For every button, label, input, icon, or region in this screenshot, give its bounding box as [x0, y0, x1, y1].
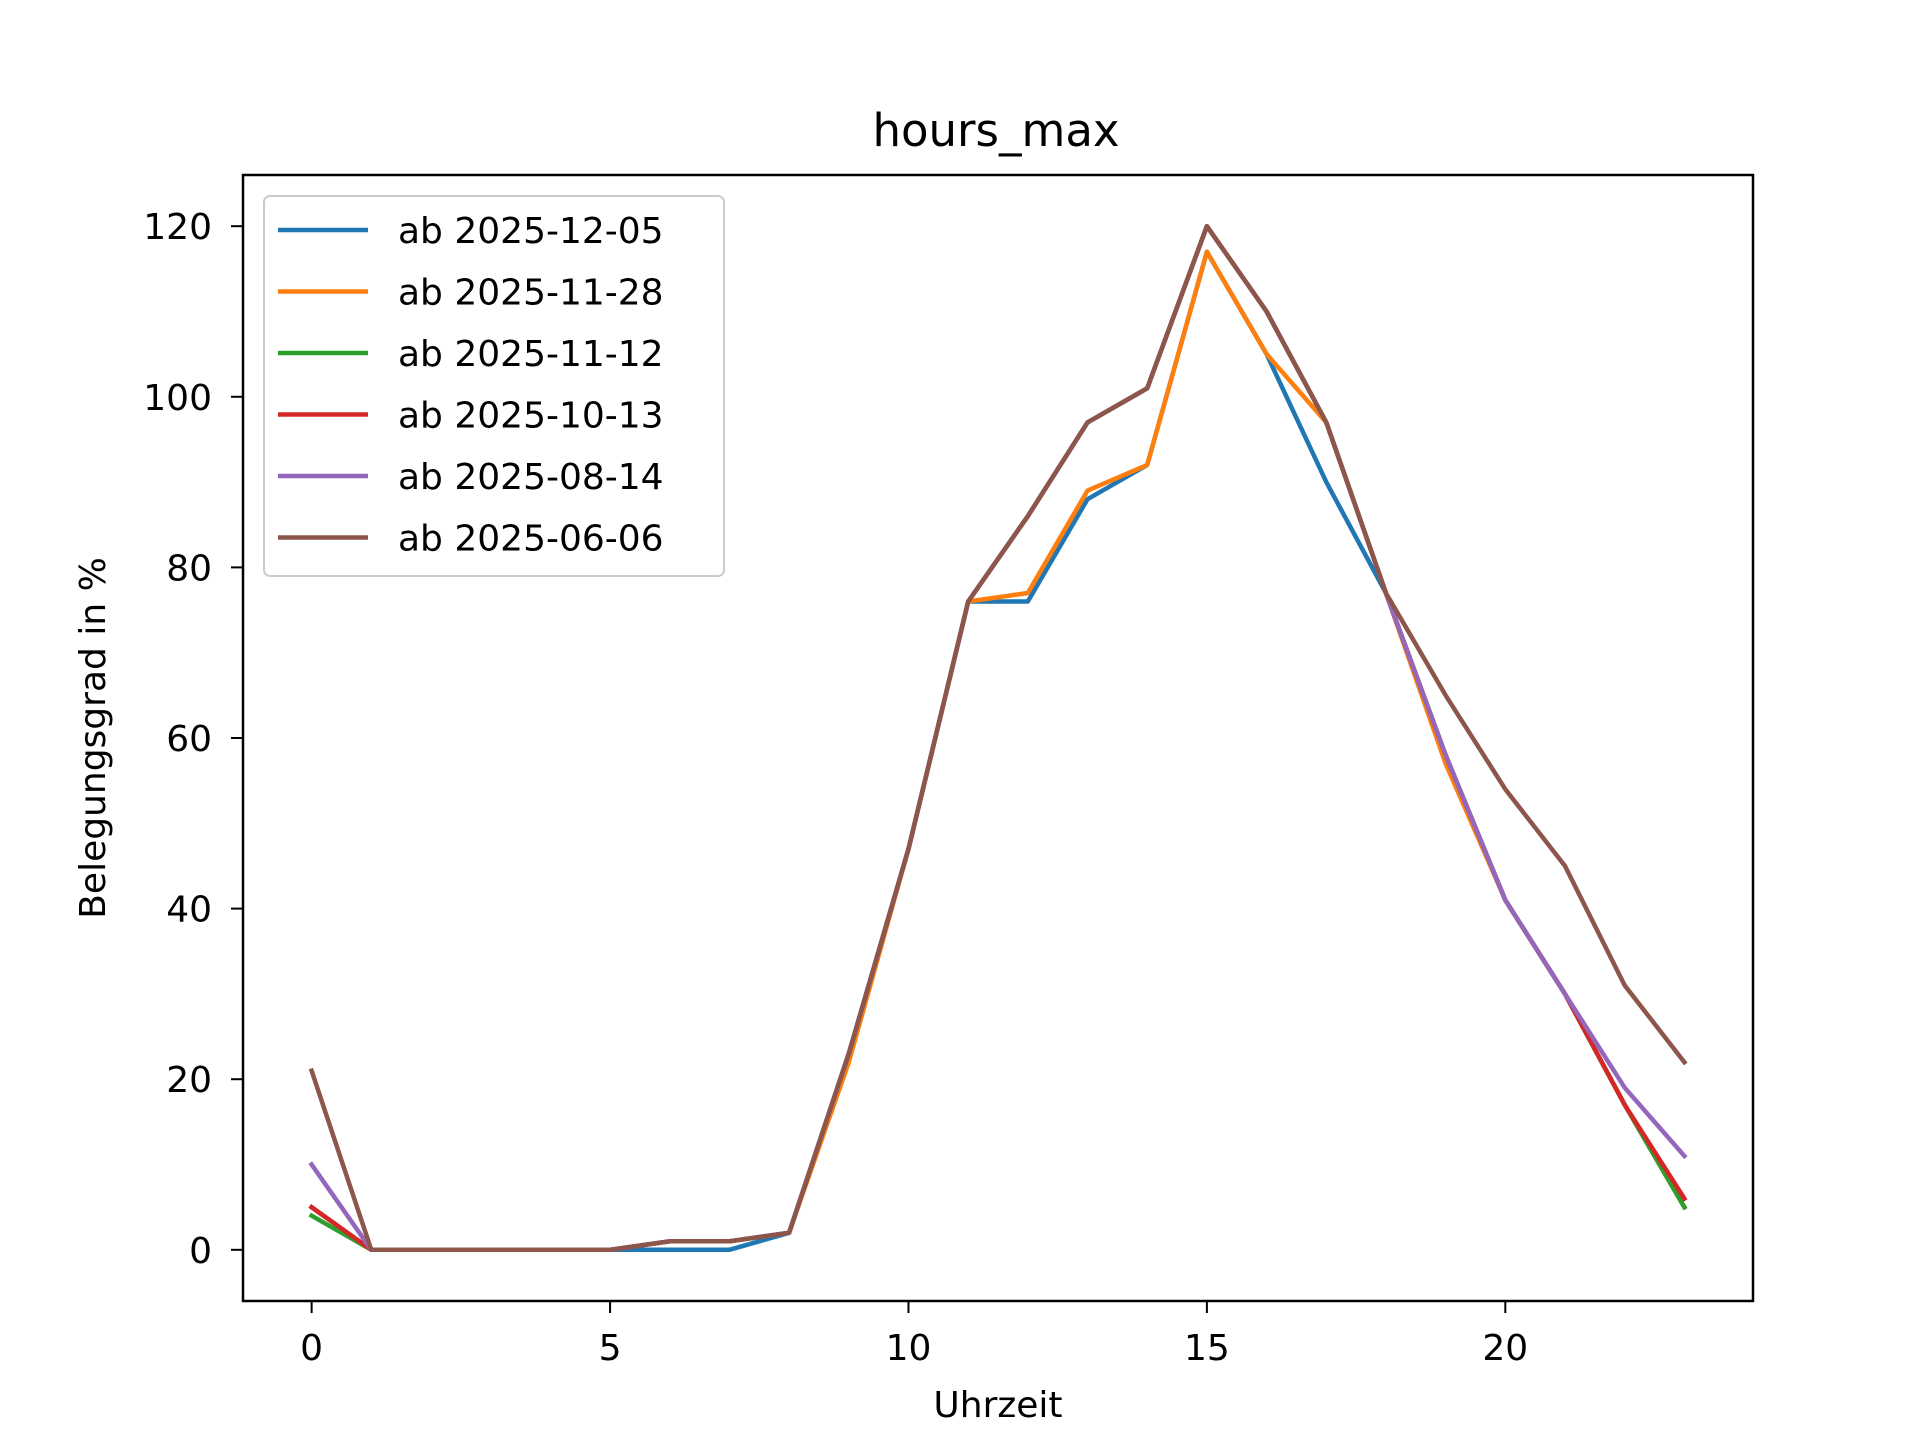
y-axis-label: Belegungsgrad in %	[73, 557, 114, 919]
y-tick-label: 100	[143, 378, 212, 419]
series-layer	[308, 223, 1688, 1253]
chart-title: hours_max	[872, 104, 1119, 157]
y-tick-label: 60	[166, 719, 212, 760]
legend-label-1: ab 2025-12-05	[398, 211, 664, 252]
legend-label-3: ab 2025-11-12	[398, 334, 664, 375]
y-tick-label: 80	[166, 548, 212, 589]
legend-label-6: ab 2025-06-06	[398, 519, 664, 560]
legend-label-4: ab 2025-10-13	[398, 396, 664, 437]
x-axis-ticks: 0 5 10 15 20	[300, 1301, 1528, 1369]
y-tick-label: 40	[166, 890, 212, 931]
legend: ab 2025-12-05 ab 2025-11-28 ab 2025-11-12 a…	[263, 195, 725, 577]
x-tick-label: 10	[886, 1328, 932, 1369]
legend-label-5: ab 2025-08-14	[398, 457, 664, 498]
x-tick-label: 15	[1184, 1328, 1230, 1369]
x-tick-label: 0	[300, 1328, 323, 1369]
y-tick-label: 20	[166, 1060, 212, 1101]
y-tick-label: 120	[143, 207, 212, 248]
y-axis-ticks: 0 20 40 60 80 100 120	[143, 207, 243, 1272]
y-tick-label: 0	[189, 1231, 212, 1272]
x-tick-label: 5	[599, 1328, 622, 1369]
legend-label-2: ab 2025-11-28	[398, 273, 664, 314]
x-tick-label: 20	[1482, 1328, 1528, 1369]
legend-box	[263, 195, 725, 577]
x-axis-label: Uhrzeit	[933, 1385, 1062, 1426]
series-line-6	[308, 223, 1688, 1253]
